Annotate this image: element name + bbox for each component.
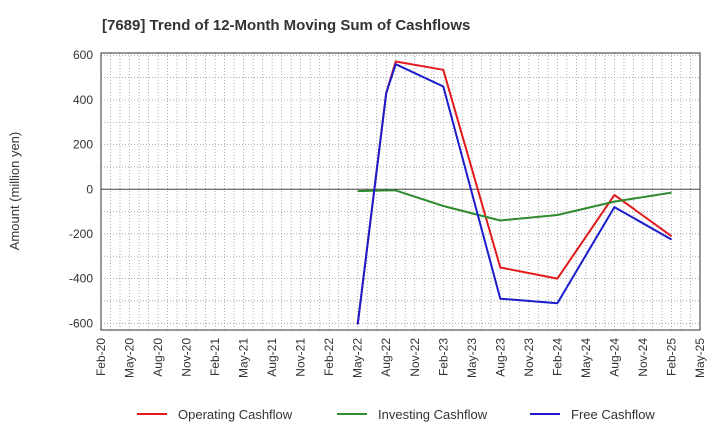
x-tick-label: Aug-24 — [607, 338, 621, 377]
legend: Operating Cashflow Investing Cashflow Free… — [137, 407, 655, 422]
x-tick-label: Feb-24 — [550, 338, 564, 376]
x-tick-label: Feb-23 — [436, 338, 450, 376]
x-tick-label: Nov-23 — [522, 338, 536, 377]
series-line-free-cashflow — [356, 63, 672, 325]
x-tick-label: Feb-25 — [665, 338, 679, 376]
x-tick-label: Feb-22 — [322, 338, 336, 376]
plot-frame — [100, 52, 701, 331]
y-tick-label: -200 — [69, 227, 93, 241]
x-tick-label: May-20 — [123, 338, 137, 378]
y-tick-label: 600 — [73, 48, 93, 62]
x-tick-label: Nov-24 — [636, 338, 650, 377]
x-tick-label: May-24 — [579, 338, 593, 378]
x-tick-label: Nov-20 — [180, 338, 194, 377]
x-tick-label: Feb-20 — [94, 338, 108, 376]
x-tick-label: Aug-20 — [151, 338, 165, 377]
y-tick-label: 0 — [86, 182, 93, 196]
y-tick-label: -600 — [69, 316, 93, 330]
legend-label: Free Cashflow — [571, 407, 655, 422]
x-tick-label: Aug-23 — [493, 338, 507, 377]
x-tick-label: May-25 — [693, 338, 707, 378]
y-tick-label: 400 — [73, 93, 93, 107]
x-tick-label: May-21 — [237, 338, 251, 378]
y-tick-label: 200 — [73, 138, 93, 152]
series-line-investing-cashflow — [357, 189, 672, 222]
x-tick-label: Nov-21 — [294, 338, 308, 377]
chart-title: [7689] Trend of 12-Month Moving Sum of C… — [102, 17, 470, 34]
y-tick-labels: 600 400 200 0 -200 -400 -600 — [69, 48, 93, 330]
series-lines — [356, 60, 673, 325]
grid-lines — [101, 53, 700, 330]
x-tick-label: Aug-22 — [379, 338, 393, 377]
x-tick-labels: Feb-20 May-20 Aug-20 Nov-20 Feb-21 May-21 Aug-… — [94, 338, 707, 378]
x-tick-label: May-23 — [465, 338, 479, 378]
y-axis-label: Amount (million yen) — [7, 132, 22, 251]
x-tick-label: Feb-21 — [208, 338, 222, 376]
legend-label: Operating Cashflow — [178, 407, 293, 422]
x-tick-label: Aug-21 — [265, 338, 279, 377]
x-tick-label: Nov-22 — [408, 338, 422, 377]
y-tick-label: -400 — [69, 272, 93, 286]
legend-label: Investing Cashflow — [378, 407, 488, 422]
x-tick-label: May-22 — [351, 338, 365, 378]
